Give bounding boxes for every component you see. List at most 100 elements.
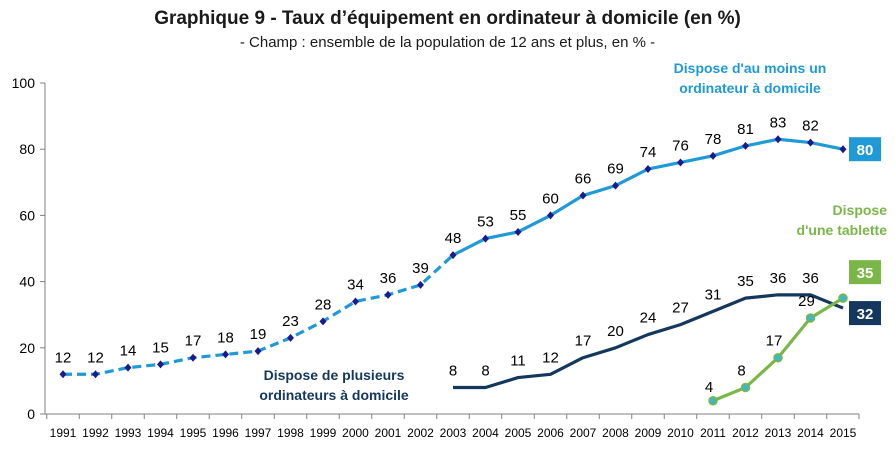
end-value-label: 35	[857, 265, 874, 282]
end-value-box	[849, 137, 881, 162]
data-point-marker	[59, 370, 67, 379]
data-label: 60	[542, 190, 559, 207]
data-label: 19	[250, 326, 267, 343]
x-tick-label: 2010	[667, 426, 694, 440]
x-tick-label: 1997	[245, 426, 272, 440]
y-tick-label: 60	[19, 207, 35, 223]
data-label: 55	[510, 207, 527, 224]
data-label: 66	[575, 171, 592, 188]
series-name-label: d'une tablette	[797, 222, 888, 238]
data-point-marker	[807, 138, 814, 147]
series-labels: 80 32 35 Dispose d'au moins un ordinateur à …	[259, 60, 887, 403]
data-label: 12	[55, 349, 72, 366]
data-label: 8	[737, 363, 745, 380]
data-label: 83	[770, 114, 787, 131]
x-tick-label: 2013	[765, 426, 792, 440]
series-name-label: ordinateurs à domicile	[259, 387, 409, 403]
data-label: 69	[607, 161, 624, 178]
series-line-2	[453, 293, 844, 390]
data-label: 15	[152, 339, 169, 356]
data-point-marker	[838, 293, 848, 303]
data-label: 18	[217, 329, 234, 346]
data-label: 36	[380, 270, 397, 287]
series-name-label: Dispose d'au moins un	[674, 60, 827, 76]
data-point-marker	[449, 251, 457, 260]
data-label: 14	[120, 343, 137, 360]
data-label: 31	[705, 286, 722, 303]
data-label: 81	[737, 121, 754, 138]
data-point-marker	[773, 352, 783, 363]
data-label: 27	[672, 300, 689, 317]
x-tick-label: 2014	[797, 426, 824, 440]
end-value-label: 80	[857, 142, 874, 159]
data-point-marker	[157, 360, 164, 369]
y-tick-label: 80	[19, 141, 35, 157]
data-label: 24	[640, 310, 657, 327]
x-tick-label: 2001	[375, 426, 402, 440]
x-tick-label: 1994	[147, 426, 174, 440]
data-label: 39	[412, 260, 429, 277]
data-point-marker	[319, 317, 327, 326]
data-point-marker	[254, 347, 262, 356]
axes: 0 20 40 60 80 100 1991 1992 1993 1994 1995 1996 1997…	[12, 75, 860, 440]
series-markers	[59, 135, 848, 406]
x-tick-label: 2007	[570, 426, 597, 440]
data-point-marker	[547, 211, 554, 220]
x-tick-label: 2000	[342, 426, 369, 440]
data-point-marker	[805, 313, 816, 323]
x-tick-label: 2005	[505, 426, 532, 440]
x-tick-label: 1995	[180, 426, 207, 440]
end-value-label: 32	[857, 306, 874, 323]
x-tick-label: 2006	[537, 426, 564, 440]
data-label: 11	[510, 353, 526, 370]
series-name-label: Dispose	[833, 202, 888, 218]
data-point-marker	[742, 141, 749, 150]
x-tick-label: 2002	[407, 426, 434, 440]
data-label: 12	[87, 349, 104, 366]
data-label: 48	[445, 230, 462, 247]
x-tick-label: 2011	[700, 426, 726, 440]
data-point-marker	[352, 297, 359, 306]
data-point-marker	[482, 234, 489, 243]
data-label: 29	[798, 293, 815, 310]
data-point-marker	[124, 363, 132, 372]
data-label: 78	[705, 131, 722, 148]
end-value-box	[849, 301, 881, 326]
series-name-label: ordinateur à domicile	[679, 80, 821, 96]
chart-title: Graphique 9 - Taux d’équipement en ordin…	[154, 8, 741, 29]
data-label: 17	[575, 333, 592, 350]
x-tick-label: 2004	[472, 426, 499, 440]
data-label: 53	[477, 214, 494, 231]
data-label: 8	[481, 363, 489, 380]
data-label: 74	[640, 144, 657, 161]
data-label: 4	[705, 379, 713, 396]
data-point-marker	[417, 280, 424, 289]
data-point-marker	[644, 165, 652, 174]
end-value-box	[849, 260, 881, 285]
y-tick-label: 0	[27, 406, 35, 422]
data-point-marker	[677, 158, 684, 167]
data-label: 23	[282, 313, 299, 330]
data-point-marker	[514, 227, 522, 236]
data-point-marker	[839, 145, 847, 154]
x-tick-label: 2012	[732, 426, 759, 440]
y-tick-label: 100	[12, 75, 36, 91]
chart-subtitle: - Champ : ensemble de la population de 1…	[239, 34, 656, 51]
x-tick-label: 1996	[212, 426, 239, 440]
data-point-marker	[740, 382, 751, 393]
x-tick-label: 2008	[602, 426, 629, 440]
data-label: 82	[802, 118, 819, 135]
y-tick-label: 40	[19, 274, 35, 290]
x-tick-label: 1992	[82, 426, 109, 440]
data-point-marker	[612, 181, 619, 190]
data-label: 28	[315, 296, 332, 313]
data-label: 36	[770, 270, 787, 287]
data-point-marker	[92, 370, 99, 379]
data-point-marker	[189, 353, 197, 362]
data-point-marker	[774, 135, 782, 144]
data-point-marker	[384, 290, 392, 299]
data-label: 8	[449, 363, 457, 380]
x-tick-label: 2015	[830, 426, 857, 440]
